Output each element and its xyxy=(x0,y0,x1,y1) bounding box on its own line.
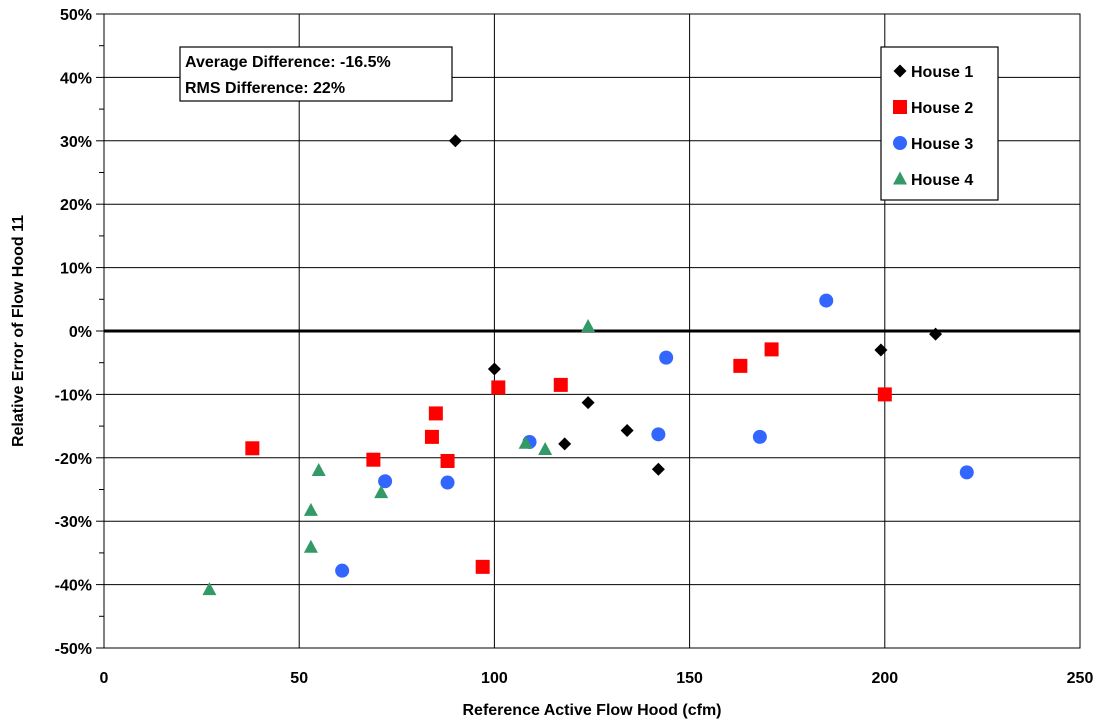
x-tick-label: 50 xyxy=(290,670,308,687)
data-point xyxy=(581,319,596,333)
y-tick-label: -20% xyxy=(55,451,92,468)
x-tick-label: 150 xyxy=(676,670,703,687)
legend-label: House 4 xyxy=(911,172,973,189)
y-tick-label: 20% xyxy=(60,197,92,214)
x-tick-label: 200 xyxy=(871,670,898,687)
series-2 xyxy=(245,342,892,574)
y-minor-ticks xyxy=(96,13,104,649)
series-3 xyxy=(335,293,974,578)
data-point xyxy=(819,293,834,308)
data-point xyxy=(303,539,318,553)
y-tick-label: 50% xyxy=(60,7,92,24)
y-tick-labels: 50% 40% 30% 20% 10% 0% -10% -20% -30% -40% -50% xyxy=(55,7,92,658)
data-point xyxy=(366,452,381,467)
y-tick-label: 30% xyxy=(60,134,92,151)
legend-item: House 2 xyxy=(893,100,973,117)
data-point xyxy=(448,134,462,148)
x-tick-label: 100 xyxy=(481,670,508,687)
data-point xyxy=(959,465,974,480)
data-point xyxy=(651,427,666,442)
data-point xyxy=(733,358,748,373)
data-point xyxy=(475,559,490,574)
series-4 xyxy=(202,319,596,596)
data-point xyxy=(487,362,501,376)
data-point xyxy=(440,475,455,490)
legend-marker xyxy=(893,100,907,114)
annotation-rms-difference: RMS Difference: 22% xyxy=(185,80,345,97)
data-point xyxy=(378,474,393,489)
data-point xyxy=(311,462,326,476)
data-point xyxy=(558,437,572,451)
data-point xyxy=(538,442,553,456)
legend-label: House 2 xyxy=(911,100,973,117)
y-tick-label: -10% xyxy=(55,387,92,404)
legend-item: House 1 xyxy=(893,64,973,81)
annotation-average-difference: Average Difference: -16.5% xyxy=(185,54,391,71)
data-point xyxy=(581,396,595,410)
data-point xyxy=(440,453,455,468)
series-1 xyxy=(448,134,943,476)
data-point xyxy=(651,462,665,476)
y-tick-label: -40% xyxy=(55,578,92,595)
x-tick-label: 0 xyxy=(100,670,109,687)
y-axis-title: Relative Error of Flow Hood 11 xyxy=(10,215,27,447)
data-point xyxy=(245,441,260,456)
y-tick-label: 40% xyxy=(60,70,92,87)
data-point xyxy=(491,380,506,395)
data-point xyxy=(518,435,533,449)
data-point xyxy=(424,429,439,444)
data-point xyxy=(764,342,779,357)
data-point xyxy=(620,424,634,438)
data-point xyxy=(752,429,767,444)
y-tick-label: 0% xyxy=(69,324,92,341)
data-points xyxy=(202,134,974,596)
legend-marker xyxy=(893,136,907,150)
data-point xyxy=(929,327,943,341)
y-tick-label: -30% xyxy=(55,514,92,531)
legend-marker xyxy=(893,64,907,78)
legend-item: House 4 xyxy=(893,171,973,189)
data-point xyxy=(877,387,892,402)
x-tick-labels: 0 50 100 150 200 250 xyxy=(100,670,1094,687)
data-point xyxy=(374,485,389,499)
annotation-box: Average Difference: -16.5% RMS Differenc… xyxy=(179,46,453,102)
data-point xyxy=(202,582,217,596)
data-point xyxy=(303,502,318,516)
data-point xyxy=(428,406,443,421)
legend-item: House 3 xyxy=(893,136,973,153)
y-tick-label: 10% xyxy=(60,261,92,278)
data-point xyxy=(874,343,888,357)
data-point xyxy=(659,350,674,365)
legend-label: House 3 xyxy=(911,136,973,153)
data-point xyxy=(553,377,568,392)
x-tick-label: 250 xyxy=(1067,670,1094,687)
legend: House 1 House 2 House 3 House 4 xyxy=(880,46,999,201)
legend-marker xyxy=(893,171,907,185)
legend-label: House 1 xyxy=(911,64,973,81)
data-point xyxy=(335,563,350,578)
y-tick-label: -50% xyxy=(55,641,92,658)
x-axis-title: Reference Active Flow Hood (cfm) xyxy=(462,702,721,719)
